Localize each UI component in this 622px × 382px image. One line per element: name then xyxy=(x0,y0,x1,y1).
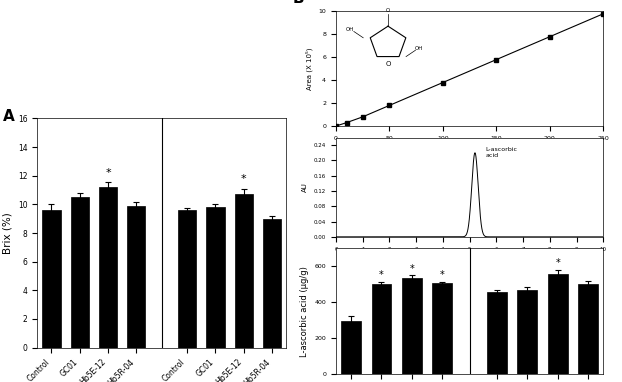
Bar xyxy=(402,278,422,374)
X-axis label: Concentration (μg/ml): Concentration (μg/ml) xyxy=(431,146,508,153)
Bar xyxy=(99,187,117,348)
Bar xyxy=(234,194,253,348)
Text: *: * xyxy=(241,174,246,184)
Y-axis label: Area (X 10⁵): Area (X 10⁵) xyxy=(305,47,313,90)
Bar xyxy=(341,321,361,374)
Text: A: A xyxy=(2,109,14,124)
Bar xyxy=(578,284,598,374)
Bar xyxy=(127,206,146,348)
Bar xyxy=(487,291,507,374)
Bar xyxy=(263,219,281,348)
Text: *: * xyxy=(409,264,414,274)
Text: L-ascorbic
acid: L-ascorbic acid xyxy=(486,147,518,158)
Text: *: * xyxy=(105,168,111,178)
Bar xyxy=(207,207,225,348)
Y-axis label: L-ascorbic acid (μg/g): L-ascorbic acid (μg/g) xyxy=(300,266,309,357)
Bar xyxy=(42,210,60,348)
Y-axis label: Brix (%): Brix (%) xyxy=(2,212,12,254)
Bar xyxy=(518,290,537,374)
Text: *: * xyxy=(379,270,384,280)
X-axis label: Minutes: Minutes xyxy=(456,257,483,263)
Bar xyxy=(178,210,197,348)
Y-axis label: AU: AU xyxy=(302,182,309,192)
Bar xyxy=(548,274,568,374)
Text: *: * xyxy=(440,270,445,280)
Bar xyxy=(371,284,391,374)
Bar xyxy=(432,283,452,374)
Text: B: B xyxy=(293,0,305,6)
Bar xyxy=(70,197,89,348)
Text: *: * xyxy=(555,259,560,269)
